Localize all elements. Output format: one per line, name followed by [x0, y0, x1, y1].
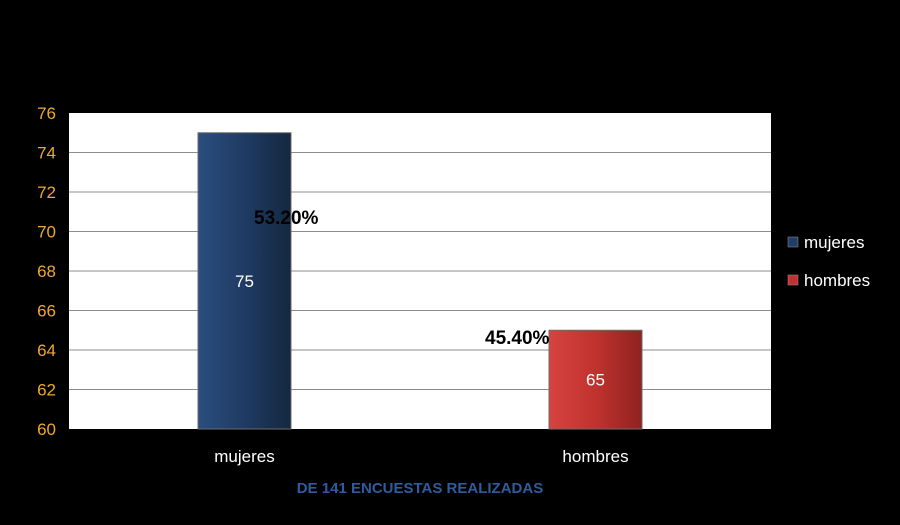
bar-mujeres	[197, 132, 292, 430]
y-tick-label: 64	[37, 341, 56, 360]
y-tick-label: 70	[37, 223, 56, 242]
x-category-label: hombres	[562, 447, 628, 466]
chart-caption: DE 141 ENCUESTAS REALIZADAS	[297, 480, 543, 497]
legend-swatch-mujeres	[787, 236, 799, 248]
bar-value-label: 75	[235, 272, 254, 291]
y-tick-label: 62	[37, 381, 56, 400]
y-tick-label: 66	[37, 302, 56, 321]
legend-label-mujeres: mujeres	[804, 233, 864, 252]
x-axis: mujeres hombres	[214, 447, 628, 466]
legend-swatch-hombres	[787, 274, 799, 286]
y-tick-label: 68	[37, 262, 56, 281]
legend: mujeres hombres	[787, 233, 870, 290]
bar-hombres	[548, 329, 643, 430]
y-axis: 60 62 64 66 68 70 72 74 76	[37, 104, 56, 439]
annotation-mujeres-percent: 53.20%	[254, 208, 319, 229]
y-tick-label: 72	[37, 183, 56, 202]
bars	[197, 132, 643, 430]
y-tick-label: 60	[37, 420, 56, 439]
x-category-label: mujeres	[214, 447, 274, 466]
y-tick-label: 74	[37, 144, 56, 163]
bar-value-label: 65	[586, 371, 605, 390]
data-labels: 75 65	[235, 272, 605, 390]
gridlines	[69, 152, 771, 390]
annotation-hombres-percent: 45.40%	[485, 328, 550, 349]
legend-label-hombres: hombres	[804, 271, 870, 290]
y-tick-label: 76	[37, 104, 56, 123]
